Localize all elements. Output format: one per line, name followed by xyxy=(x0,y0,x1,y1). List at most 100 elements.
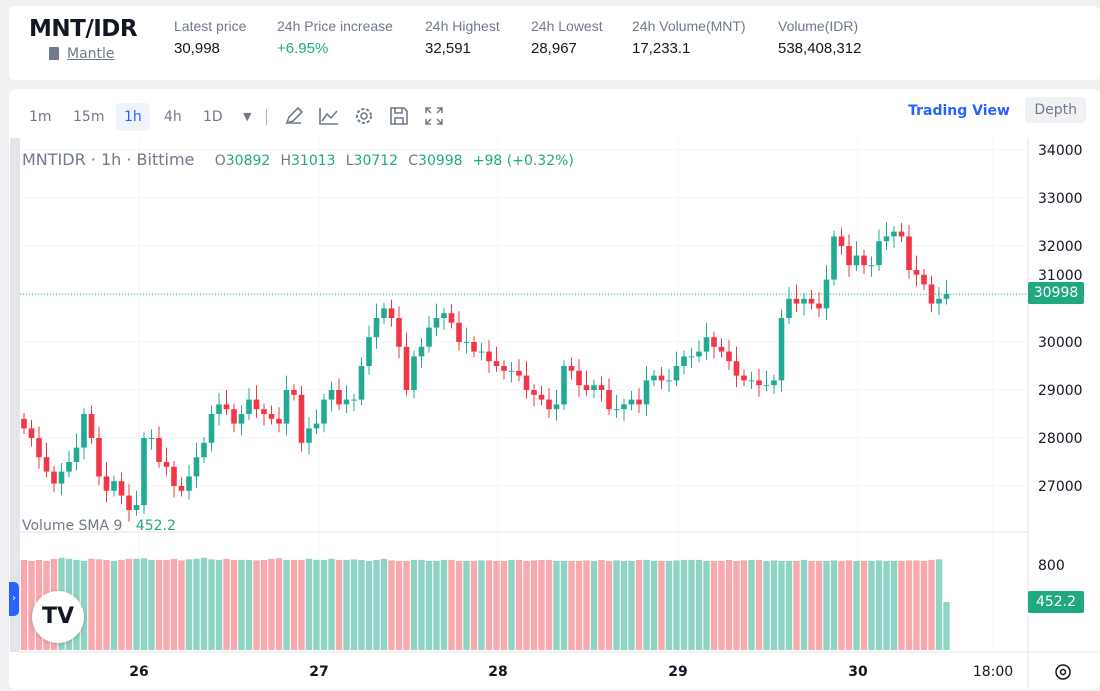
candle-body xyxy=(478,351,485,353)
current-price-label: 30998 xyxy=(1028,282,1084,304)
volume-bar xyxy=(380,558,388,650)
volume-bar xyxy=(208,559,215,650)
candle-body xyxy=(561,366,567,405)
volume-bar xyxy=(103,559,110,650)
candle-body xyxy=(276,418,282,424)
candle-body xyxy=(171,466,177,486)
coin-link[interactable]: Mantle xyxy=(49,46,115,62)
volume-bar xyxy=(260,559,268,650)
volume-bar xyxy=(95,559,103,650)
candle-body xyxy=(216,404,222,414)
candle-body xyxy=(358,366,365,400)
interval-1m[interactable]: 1m xyxy=(29,109,52,125)
volume-bar xyxy=(410,559,418,650)
left-edge xyxy=(10,138,20,652)
volume-bar xyxy=(230,559,238,650)
target-icon[interactable] xyxy=(1053,662,1073,682)
volume-bar xyxy=(853,560,860,650)
save-icon[interactable] xyxy=(388,105,410,127)
price-tick: 31000 xyxy=(1038,268,1083,284)
volume-bar xyxy=(290,559,298,650)
volume-bar xyxy=(178,560,185,650)
interval-4h[interactable]: 4h xyxy=(164,109,182,125)
volume-bar xyxy=(583,560,590,650)
o-label: O xyxy=(214,153,226,169)
volume-bar xyxy=(463,560,470,650)
gear-icon[interactable] xyxy=(353,105,375,127)
candle-body xyxy=(583,385,590,390)
volume-bar xyxy=(808,560,815,650)
volume-sma-value: 452.2 xyxy=(135,518,176,534)
candle-body xyxy=(546,399,552,410)
candle-body xyxy=(538,394,545,400)
candle-body xyxy=(193,457,200,477)
interval-1h[interactable]: 1h xyxy=(116,103,150,131)
interval-15m[interactable]: 15m xyxy=(73,109,105,125)
volume-bar xyxy=(575,560,583,650)
stat-value: +6.95% xyxy=(277,40,329,57)
volume-bar xyxy=(920,560,928,650)
volume-bar xyxy=(568,560,575,650)
candle-body xyxy=(891,231,897,237)
stat-2: 24h Highest 32,591 xyxy=(425,18,500,57)
volume-bar xyxy=(110,560,118,650)
candle-body xyxy=(441,313,447,318)
candle-body xyxy=(96,438,102,477)
volume-bar xyxy=(665,560,673,650)
candle-body xyxy=(711,337,717,347)
volume-bar xyxy=(703,560,710,650)
candle-body xyxy=(508,370,515,372)
coin-name[interactable]: Mantle xyxy=(67,46,115,62)
volume-bar xyxy=(898,560,905,650)
stat-label: 24h Price increase xyxy=(277,18,393,34)
stat-5: Volume(IDR) 538,408,312 xyxy=(778,18,861,57)
volume-bar xyxy=(343,559,350,650)
volume-bar xyxy=(125,558,133,650)
volume-bar xyxy=(155,559,163,650)
candle-body xyxy=(651,375,657,381)
candle-body xyxy=(808,298,815,304)
candle-body xyxy=(463,342,470,343)
volume-bar xyxy=(223,558,230,650)
stat-label: Latest price xyxy=(174,18,247,34)
volume-bar xyxy=(148,559,155,650)
volume-bar xyxy=(298,559,305,650)
candle-body xyxy=(418,346,425,357)
volume-bar xyxy=(845,560,853,650)
volume-bar xyxy=(493,560,500,650)
candle-body xyxy=(718,346,725,352)
volume-bar xyxy=(650,560,658,650)
tradingview-logo[interactable]: TV xyxy=(32,591,84,643)
interval-1D[interactable]: 1D xyxy=(203,109,223,125)
indicator-icon[interactable] xyxy=(318,105,340,127)
candle-body xyxy=(103,476,110,491)
price-tick: 30000 xyxy=(1038,335,1083,351)
trading-view-tab[interactable]: Trading View xyxy=(908,103,1010,119)
candle-body xyxy=(81,414,87,448)
depth-tab[interactable]: Depth xyxy=(1025,97,1086,123)
chevron-down-icon[interactable]: ▼ xyxy=(243,110,252,123)
volume-bar xyxy=(553,560,560,650)
fullscreen-icon[interactable] xyxy=(423,105,445,127)
candle-body xyxy=(943,294,950,299)
volume-bar xyxy=(680,559,688,650)
volume-bar xyxy=(403,560,410,650)
volume-bar xyxy=(425,560,433,650)
candle-body xyxy=(756,380,762,386)
candle-body xyxy=(298,394,305,443)
time-tick: 26 xyxy=(129,664,148,680)
volume-bar xyxy=(508,559,515,650)
candle-body xyxy=(868,265,875,267)
expand-sidebar-tab[interactable]: › xyxy=(9,582,19,616)
volume-bar xyxy=(725,559,733,650)
candle-body xyxy=(748,380,755,382)
volume-bar xyxy=(283,559,290,650)
candle-body xyxy=(456,322,462,342)
candle-body xyxy=(598,385,605,390)
pencil-icon[interactable] xyxy=(283,105,305,127)
candle-body xyxy=(381,308,387,318)
volume-bar xyxy=(335,559,343,650)
volume-bar xyxy=(440,559,448,650)
candle-body xyxy=(388,308,395,318)
